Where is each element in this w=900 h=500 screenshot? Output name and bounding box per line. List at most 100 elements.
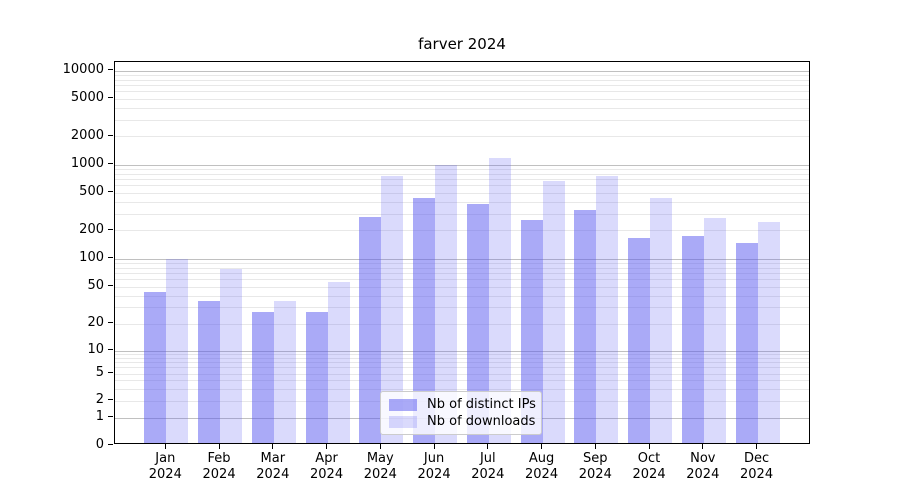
y-tick-label: 50: [87, 278, 104, 293]
legend: Nb of distinct IPs Nb of downloads: [380, 391, 542, 435]
x-tick-label: Aug 2024: [525, 451, 559, 482]
gridline-major: [115, 258, 809, 260]
gridline-minor: [115, 136, 809, 138]
x-tick: [756, 444, 758, 449]
gridline-minor: [115, 213, 809, 215]
bar-nb-of-downloads-jul: [488, 157, 511, 443]
bar-nb-of-distinct-ips-apr: [305, 311, 328, 443]
gridline-minor: [115, 357, 809, 359]
bar-nb-of-distinct-ips-jul: [466, 204, 489, 443]
bar-nb-of-downloads-jun: [435, 165, 458, 443]
legend-swatch-downloads: [389, 415, 417, 428]
gridline-major: [115, 164, 809, 166]
gridline-minor: [115, 267, 809, 269]
legend-item-distinct-ips: Nb of distinct IPs: [389, 397, 536, 412]
x-tick-label: Dec 2024: [740, 451, 774, 482]
y-tick-label: 5000: [70, 90, 104, 106]
gridline-minor: [115, 85, 809, 87]
x-tick: [326, 444, 328, 449]
bar-nb-of-downloads-sep: [596, 175, 619, 443]
y-tick: [108, 399, 113, 400]
gridline-minor: [115, 367, 809, 369]
gridline-major: [115, 70, 809, 72]
gridline-minor: [115, 79, 809, 81]
gridline-minor: [115, 168, 809, 170]
y-tick-label: 2: [95, 392, 104, 407]
bar-nb-of-downloads-nov: [703, 218, 726, 443]
bar-nb-of-downloads-dec: [757, 221, 780, 443]
bar-nb-of-downloads-may: [381, 175, 404, 443]
y-tick-label: 10000: [62, 62, 104, 77]
x-tick-label: Jul 2024: [471, 451, 505, 482]
gridline-minor: [115, 192, 809, 194]
y-tick: [108, 257, 113, 258]
gridline-minor: [115, 362, 809, 364]
y-tick: [108, 228, 113, 230]
bar-nb-of-downloads-mar: [273, 301, 296, 443]
legend-label-downloads: Nb of downloads: [427, 414, 536, 429]
bar-nb-of-downloads-feb: [220, 268, 243, 443]
x-tick: [702, 444, 704, 449]
x-tick-label: Oct 2024: [632, 451, 666, 482]
gridline-minor: [115, 230, 809, 232]
legend-label-distinct-ips: Nb of distinct IPs: [427, 397, 536, 412]
gridline-minor: [115, 107, 809, 109]
legend-item-downloads: Nb of downloads: [389, 414, 536, 429]
y-tick: [108, 191, 113, 193]
x-tick: [164, 444, 166, 449]
gridline-minor: [115, 179, 809, 181]
y-tick: [108, 349, 113, 350]
gridline-minor: [115, 323, 809, 325]
gridline-minor: [115, 201, 809, 203]
y-tick: [108, 97, 113, 99]
gridline-minor: [115, 272, 809, 274]
gridline-minor: [115, 74, 809, 76]
gridline-minor: [115, 353, 809, 355]
y-tick-label: 10: [87, 342, 104, 357]
x-tick-label: Jun 2024: [417, 451, 451, 482]
bar-nb-of-distinct-ips-dec: [735, 242, 758, 443]
bar-nb-of-downloads-jan: [166, 258, 189, 443]
x-tick-label: Mar 2024: [256, 451, 290, 482]
x-tick-label: May 2024: [363, 451, 397, 482]
bar-nb-of-downloads-oct: [650, 198, 673, 443]
x-tick: [648, 444, 650, 449]
gridline-minor: [115, 388, 809, 390]
x-tick: [487, 444, 489, 449]
x-tick: [272, 444, 274, 449]
gridline-minor: [115, 91, 809, 93]
chart-title: farver 2024: [418, 35, 506, 53]
x-tick-label: Jan 2024: [148, 451, 182, 482]
gridline-minor: [115, 262, 809, 264]
x-tick: [594, 444, 596, 449]
y-tick-label: 2000: [70, 127, 104, 143]
bar-nb-of-distinct-ips-feb: [198, 301, 221, 443]
x-tick: [379, 444, 381, 449]
y-tick: [108, 372, 113, 373]
bar-nb-of-distinct-ips-oct: [628, 237, 651, 443]
gridline-minor: [115, 279, 809, 281]
gridline-minor: [115, 119, 809, 121]
x-tick: [541, 444, 543, 449]
bar-nb-of-distinct-ips-aug: [520, 220, 543, 443]
gridline-major: [115, 350, 809, 352]
y-tick-label: 20: [87, 315, 104, 330]
x-tick: [218, 444, 220, 449]
y-tick-label: 5: [95, 365, 104, 380]
bar-nb-of-downloads-aug: [542, 181, 565, 443]
plot-area: [114, 60, 810, 444]
bar-nb-of-distinct-ips-jan: [144, 291, 167, 443]
bar-nb-of-distinct-ips-may: [359, 216, 382, 443]
y-tick: [108, 134, 113, 136]
y-tick-label: 100: [79, 250, 104, 265]
bar-nb-of-distinct-ips-sep: [574, 210, 597, 443]
x-tick-label: Nov 2024: [686, 451, 720, 482]
y-tick: [108, 416, 113, 417]
gridline-minor: [115, 173, 809, 175]
y-tick-label: 200: [79, 221, 104, 237]
y-tick-label: 1: [95, 409, 104, 424]
x-tick-label: Apr 2024: [310, 451, 344, 482]
y-tick: [108, 69, 113, 70]
bar-nb-of-downloads-apr: [327, 281, 350, 443]
